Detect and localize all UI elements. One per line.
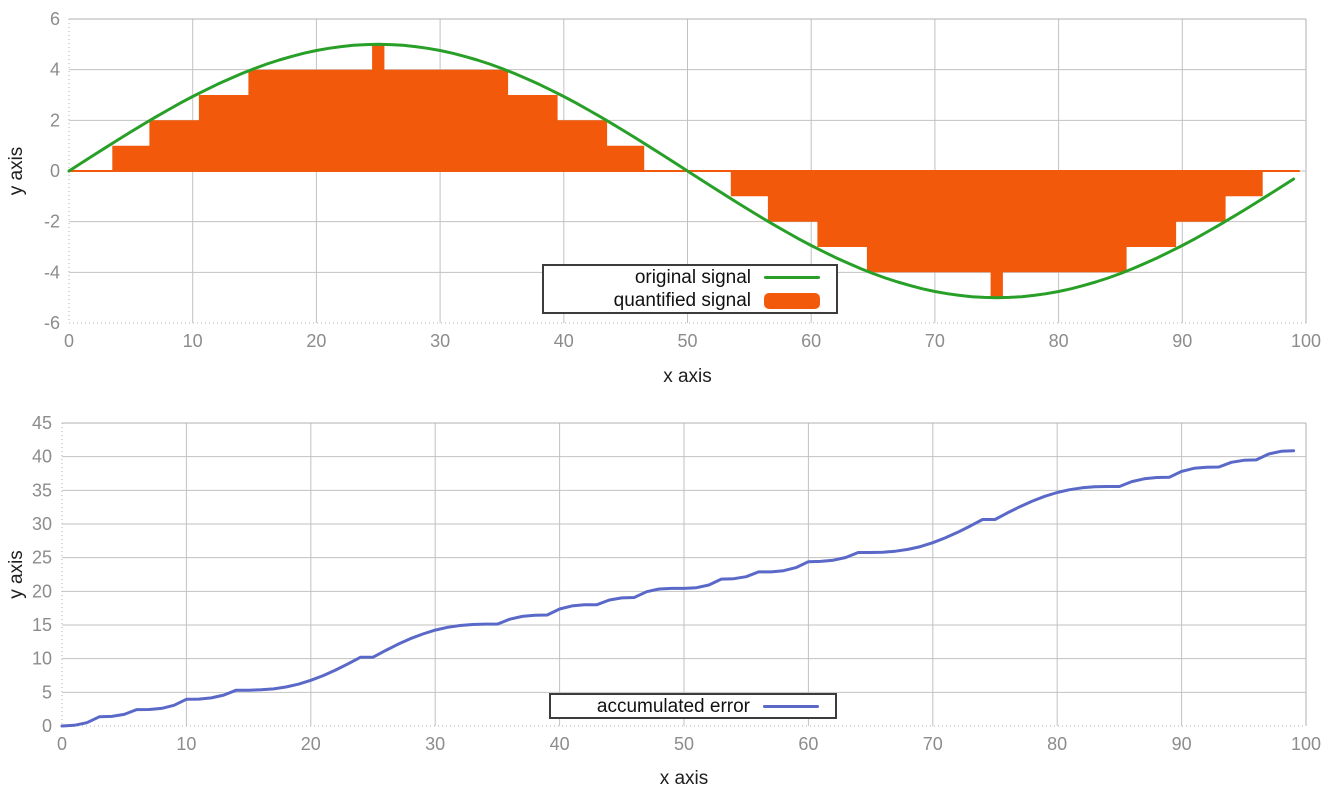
y-tick-label: 25	[32, 548, 52, 568]
x-tick-label: 10	[176, 734, 196, 754]
y-tick-label: 0	[42, 716, 52, 736]
x-tick-label: 100	[1291, 734, 1321, 754]
y-tick-label: 40	[32, 447, 52, 467]
x-tick-label: 60	[801, 331, 821, 351]
x-tick-label: 20	[306, 331, 326, 351]
x-tick-label: 40	[554, 331, 574, 351]
x-axis-label: x axis	[663, 366, 712, 387]
y-tick-label: -4	[44, 262, 60, 282]
accumulated-error-line-swatch	[763, 704, 819, 708]
original-signal-line-swatch	[764, 276, 820, 279]
x-tick-label: 50	[674, 734, 694, 754]
x-tick-label: 70	[923, 734, 943, 754]
x-tick-label: 100	[1291, 331, 1321, 351]
legend-label-quantified-signal: quantified signal	[613, 290, 751, 311]
x-tick-label: 80	[1049, 331, 1069, 351]
x-tick-label: 90	[1172, 331, 1192, 351]
signal-legend: original signal quantified signal	[542, 264, 838, 314]
x-tick-label: 0	[64, 331, 74, 351]
y-tick-label: 15	[32, 615, 52, 635]
y-tick-label: 6	[50, 9, 60, 29]
y-tick-label: 10	[32, 649, 52, 669]
y-tick-label: 45	[32, 413, 52, 433]
x-tick-label: 70	[925, 331, 945, 351]
x-tick-label: 90	[1172, 734, 1192, 754]
y-tick-label: 35	[32, 480, 52, 500]
error-chart: 0 10 20 30 40 50 60 70 80 90 100 0 5 10 15 20 25 30 35 40 45…	[6, 413, 1321, 789]
legend-row-original-signal: original signal	[544, 266, 836, 289]
error-legend: accumulated error	[549, 693, 837, 719]
x-tick-label: 40	[550, 734, 570, 754]
y-tick-label: -2	[44, 212, 60, 232]
quantified-signal-box-swatch	[764, 292, 820, 309]
legend-row-quantified-signal: quantified signal	[544, 289, 836, 312]
y-axis-label: y axis	[6, 550, 27, 599]
x-tick-label: 30	[430, 331, 450, 351]
x-tick-label: 50	[677, 331, 697, 351]
y-tick-label: 20	[32, 581, 52, 601]
legend-row-accumulated-error: accumulated error	[551, 696, 835, 716]
x-tick-label: 20	[301, 734, 321, 754]
original-signal-line	[67, 42, 1296, 300]
legend-label-original-signal: original signal	[634, 267, 751, 288]
x-axis-label: x axis	[660, 768, 709, 789]
y-tick-label: 5	[42, 682, 52, 702]
x-tick-label: 0	[57, 734, 67, 754]
y-tick-label: 2	[50, 110, 60, 130]
x-tick-label: 60	[798, 734, 818, 754]
quantified-signal-boxes	[112, 44, 1263, 298]
legend-label-accumulated-error: accumulated error	[596, 695, 750, 717]
x-tick-label: 80	[1047, 734, 1067, 754]
y-axis-label: y axis	[6, 147, 27, 196]
y-tick-label: 4	[50, 60, 60, 80]
y-tick-label: 30	[32, 514, 52, 534]
y-tick-label: -6	[44, 313, 60, 333]
x-tick-label: 30	[425, 734, 445, 754]
x-tick-label: 10	[183, 331, 203, 351]
y-tick-label: 0	[50, 161, 60, 181]
accumulated-error-line	[60, 449, 1296, 728]
signal-chart: 0 10 20 30 40 50 60 70 80 90 100 -6 -4 -2 0 2 4 6 x axis y …	[6, 9, 1321, 387]
